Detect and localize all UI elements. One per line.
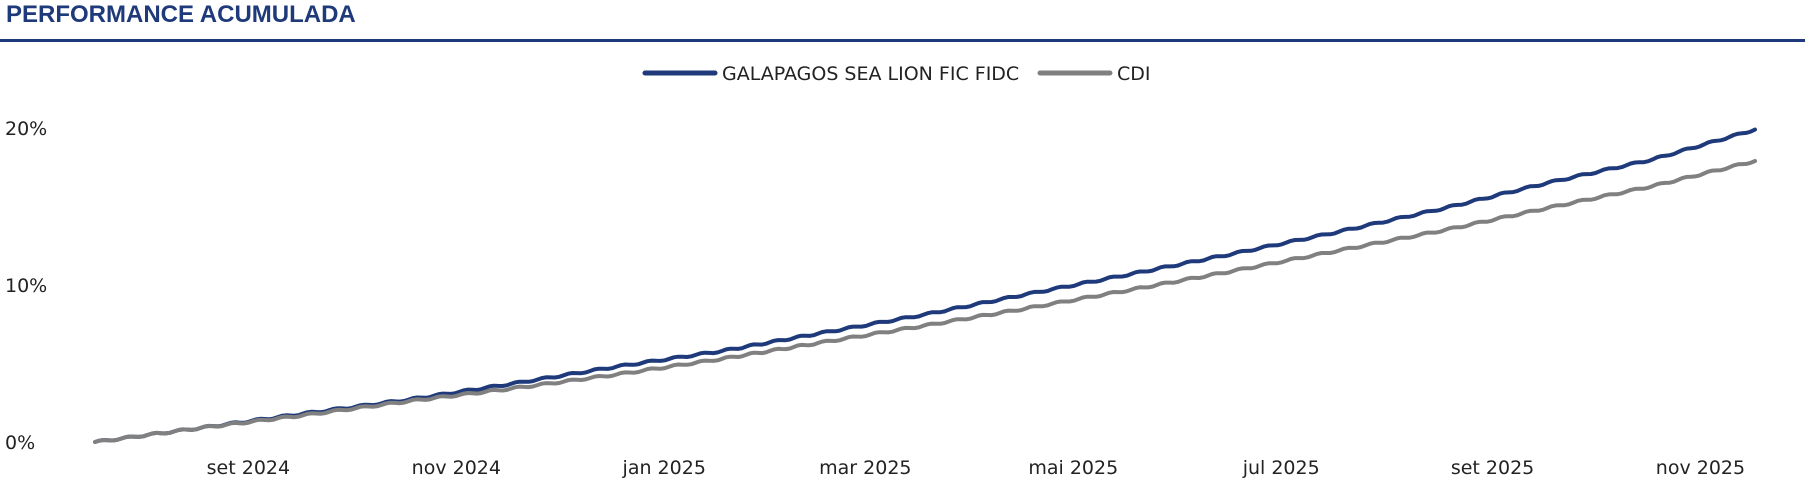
x-tick-label: nov 2025 (1656, 457, 1745, 479)
chart-svg: GALAPAGOS SEA LION FIC FIDC CDI 0%10%20% … (5, 63, 1757, 479)
series-lines (93, 127, 1757, 444)
x-tick-label: mar 2025 (819, 457, 911, 479)
x-axis: set 2024 nov 2024 jan 2025 mar 2025 mai 2025… (207, 457, 1745, 479)
y-tick-label: 20% (5, 118, 47, 140)
series-line-cdi (93, 159, 1757, 444)
y-tick-label: 0% (5, 432, 35, 454)
x-tick-label: jan 2025 (622, 457, 706, 479)
y-tick-label: 10% (5, 275, 47, 297)
title-divider (0, 39, 1805, 42)
x-tick-label: set 2025 (1451, 457, 1534, 479)
legend-label-fund: GALAPAGOS SEA LION FIC FIDC (722, 63, 1019, 85)
x-tick-label: nov 2024 (412, 457, 501, 479)
legend-label-cdi: CDI (1117, 63, 1151, 85)
performance-chart: GALAPAGOS SEA LION FIC FIDC CDI 0% 10% 20% … (0, 44, 1805, 483)
x-tick-label: set 2024 (207, 457, 290, 479)
page-title: PERFORMANCE ACUMULADA (6, 1, 356, 28)
x-tick-label: mai 2025 (1028, 457, 1118, 479)
chart-header: PERFORMANCE ACUMULADA (0, 0, 1805, 44)
y-axis: 0% 10% 20% (5, 118, 47, 454)
series-line-fund (93, 127, 1757, 444)
x-tick-label: jul 2025 (1242, 457, 1320, 479)
chart-legend: GALAPAGOS SEA LION FIC FIDC CDI (642, 63, 1151, 85)
